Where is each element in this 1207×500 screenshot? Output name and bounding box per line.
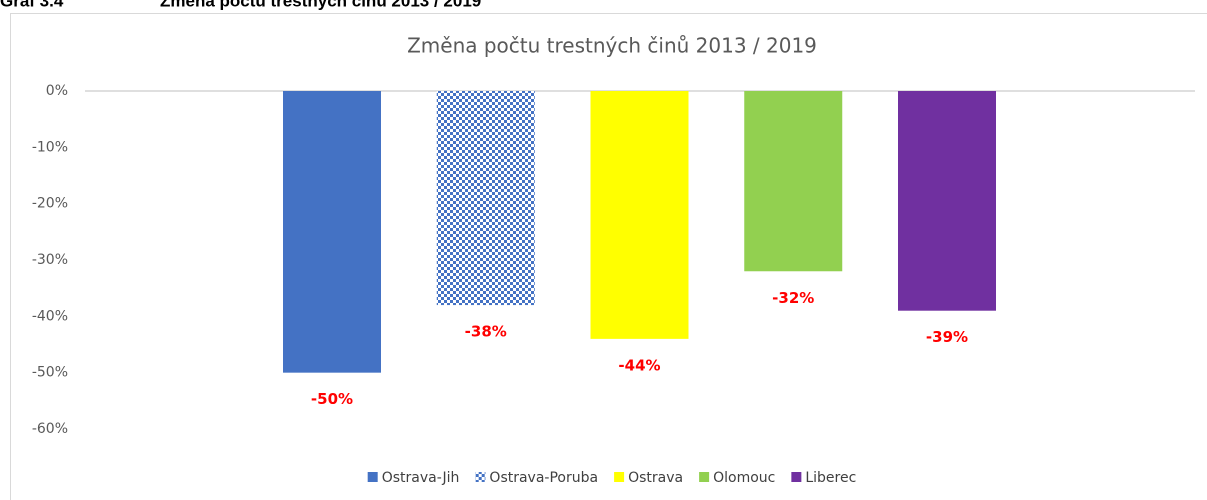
y-tick-label: -10%	[32, 139, 68, 155]
value-label: -38%	[465, 323, 507, 341]
chart-frame	[10, 13, 1207, 500]
legend-swatch	[699, 472, 710, 482]
legend-label: Ostrava-Jih	[382, 470, 460, 486]
y-tick-label: -60%	[32, 421, 68, 437]
legend-label: Liberec	[805, 470, 856, 486]
bar	[590, 91, 689, 339]
y-tick-label: -40%	[32, 308, 68, 324]
value-label: -32%	[772, 289, 814, 307]
caption-text: Změna počtu trestných činů 2013 / 2019	[160, 0, 481, 10]
y-tick-label: 0%	[46, 83, 68, 99]
y-tick-label: -20%	[32, 196, 68, 212]
legend: Ostrava-Jih Ostrava-Poruba Ostrava Olomouc L…	[367, 470, 856, 486]
value-label: -39%	[926, 328, 968, 346]
caption-label: Graf 3.4	[0, 0, 64, 10]
y-tick-label: -30%	[32, 252, 68, 268]
value-label: -50%	[311, 390, 353, 408]
legend-label: Ostrava	[628, 470, 683, 486]
legend-swatch	[475, 472, 486, 482]
chart-title: Změna počtu trestných činů 2013 / 2019	[407, 34, 817, 58]
legend-swatch	[367, 472, 378, 482]
legend-label: Olomouc	[713, 470, 775, 486]
bar	[898, 91, 996, 311]
legend-label: Ostrava-Poruba	[489, 470, 598, 486]
legend-swatch	[614, 472, 625, 482]
bar	[283, 91, 381, 373]
y-tick-label: -50%	[32, 365, 68, 381]
value-label: -44%	[618, 356, 660, 374]
legend-swatch	[791, 472, 802, 482]
bar	[436, 91, 535, 306]
bar	[744, 91, 843, 272]
